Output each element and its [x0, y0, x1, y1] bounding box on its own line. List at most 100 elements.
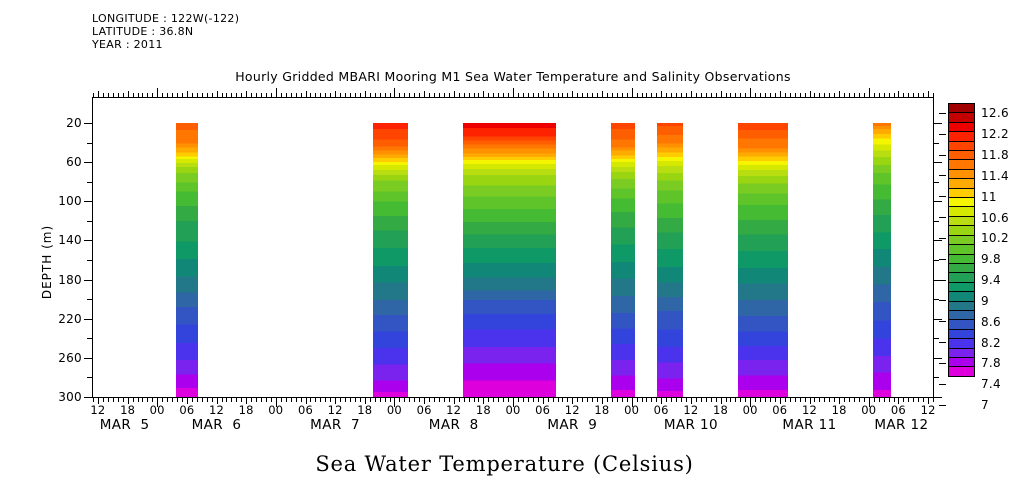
x-tick	[261, 93, 262, 97]
x-tick	[206, 93, 208, 97]
x-tick	[671, 93, 673, 97]
x-tick	[384, 93, 386, 97]
x-tick	[577, 398, 579, 402]
x-tick	[562, 398, 564, 402]
x-tick	[685, 398, 687, 402]
x-tick	[819, 398, 821, 402]
x-tick	[893, 398, 895, 402]
x-tick	[162, 398, 164, 402]
x-tick	[517, 93, 519, 97]
x-tick-label: 12	[920, 403, 936, 417]
x-day-label: MAR 6	[191, 417, 242, 433]
x-tick	[760, 93, 762, 97]
x-tick	[740, 398, 742, 402]
x-tick	[527, 93, 529, 97]
x-tick	[157, 398, 159, 407]
x-tick	[933, 93, 934, 97]
y-tick	[87, 142, 92, 144]
x-tick	[473, 93, 475, 97]
colorbar-tick-label: 10.2	[981, 231, 1009, 246]
x-tick	[537, 398, 539, 402]
x-tick	[794, 398, 796, 402]
x-tick	[868, 88, 870, 97]
x-tick	[330, 93, 332, 97]
x-tick	[592, 93, 594, 97]
x-tick-label: 00	[742, 403, 758, 417]
x-tick	[824, 93, 826, 97]
y-tick	[84, 240, 92, 242]
x-tick	[132, 398, 134, 402]
x-tick	[429, 398, 430, 402]
y-tick-label: 220	[58, 311, 82, 326]
x-tick	[364, 398, 366, 404]
colorbar-tick	[939, 404, 946, 406]
x-tick	[542, 91, 544, 97]
x-tick	[285, 398, 287, 402]
x-tick	[433, 93, 435, 97]
x-tick	[191, 398, 193, 402]
x-tick	[552, 93, 554, 97]
x-tick	[621, 398, 623, 402]
x-tick	[424, 398, 426, 404]
x-tick	[132, 93, 134, 97]
x-tick	[478, 398, 480, 402]
x-tick	[750, 88, 752, 97]
x-tick-label: 06	[653, 403, 669, 417]
x-tick	[873, 93, 875, 97]
x-tick	[320, 398, 322, 402]
x-tick	[167, 398, 169, 402]
x-tick	[503, 93, 505, 97]
x-tick	[839, 91, 841, 97]
x-tick	[473, 398, 475, 402]
x-tick	[404, 398, 406, 402]
x-tick	[97, 398, 99, 404]
x-tick	[177, 93, 178, 97]
x-tick	[127, 398, 129, 404]
x-tick	[167, 93, 169, 97]
x-tick	[760, 398, 762, 402]
x-tick	[676, 398, 678, 402]
x-tick	[226, 398, 228, 402]
x-tick	[587, 93, 589, 97]
y-tick	[84, 397, 92, 398]
x-tick	[335, 398, 337, 404]
x-tick	[325, 398, 327, 402]
x-tick	[923, 398, 925, 402]
x-tick	[517, 398, 519, 402]
x-tick	[315, 398, 317, 402]
x-tick	[844, 93, 846, 97]
x-tick	[690, 91, 692, 97]
x-tick	[710, 93, 712, 97]
x-tick	[369, 93, 371, 97]
x-tick	[340, 398, 342, 402]
x-tick	[730, 398, 732, 402]
x-tick	[789, 93, 791, 97]
x-tick	[345, 93, 346, 97]
x-tick	[448, 93, 450, 97]
x-tick	[340, 93, 342, 97]
colorbar-tick-label: 8.2	[981, 335, 1001, 350]
x-tick	[241, 398, 243, 402]
x-tick	[844, 398, 846, 402]
colorbar-tick	[939, 196, 946, 198]
colorbar-tick	[939, 237, 946, 239]
data-band-mar6-am	[176, 123, 198, 397]
x-tick	[275, 88, 277, 97]
y-tick	[934, 162, 942, 164]
x-tick	[389, 398, 391, 402]
x-tick	[854, 398, 855, 402]
y-tick	[84, 318, 92, 320]
x-tick	[419, 398, 421, 402]
y-tick-label: 20	[66, 116, 82, 130]
x-tick	[710, 398, 712, 402]
x-tick	[320, 93, 322, 97]
x-tick	[695, 93, 697, 97]
x-tick	[567, 398, 569, 402]
x-tick	[310, 398, 312, 402]
x-tick	[824, 398, 826, 402]
x-tick	[261, 398, 262, 402]
x-tick	[829, 398, 831, 402]
x-tick-label: 12	[446, 403, 462, 417]
x-tick	[414, 398, 416, 402]
x-tick-label: 00	[386, 403, 402, 417]
